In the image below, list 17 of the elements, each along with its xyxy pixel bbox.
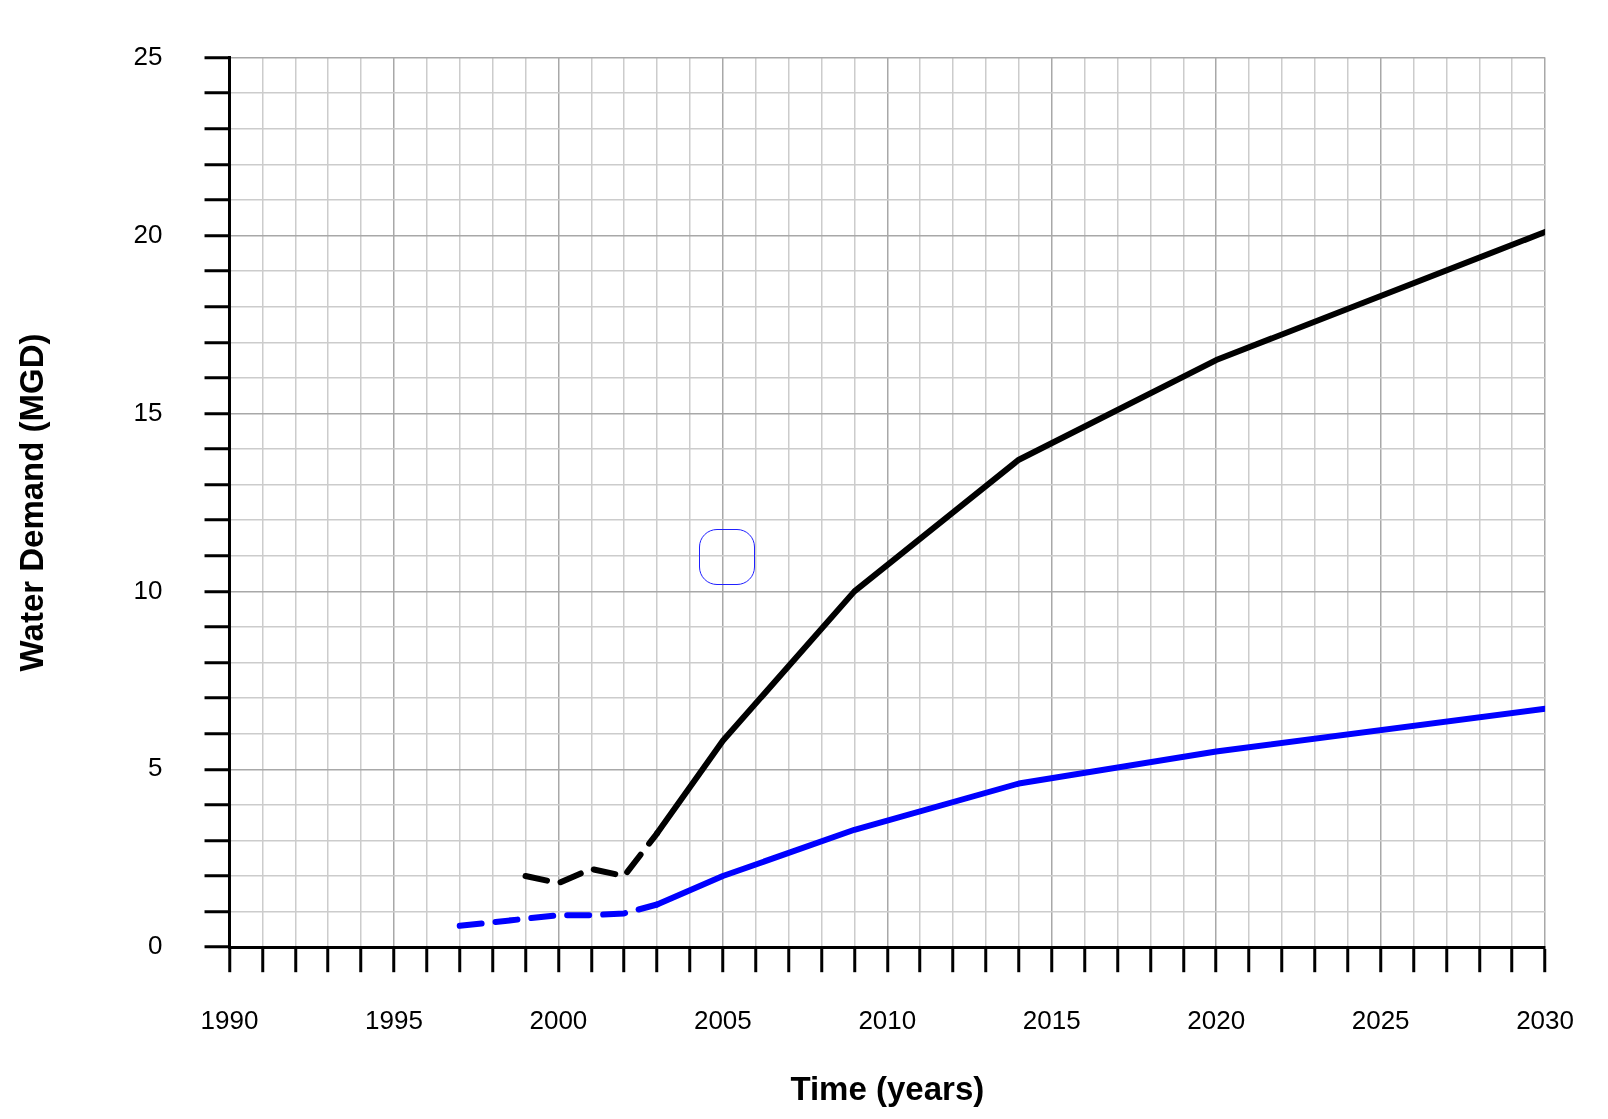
- x-tick-label: 1995: [365, 1004, 423, 1035]
- x-tick-label: 2005: [693, 1004, 752, 1035]
- x-tick-label: 2000: [529, 1004, 588, 1035]
- y-axis-title: Water Demand (MGD): [12, 333, 50, 672]
- y-tick-label: 5: [148, 752, 163, 783]
- x-tick-label: 2015: [1022, 1004, 1081, 1035]
- x-axis-title: Time (years): [790, 1070, 985, 1108]
- y-tick-label: 0: [148, 930, 163, 961]
- y-tick-label: 20: [133, 218, 163, 249]
- y-tick-label: 15: [133, 396, 163, 427]
- y-tick-label: 10: [133, 574, 163, 605]
- x-tick-label: 2025: [1351, 1004, 1410, 1035]
- x-tick-label: 2030: [1516, 1004, 1574, 1035]
- x-tick-label: 1990: [200, 1004, 259, 1035]
- x-tick-label: 2010: [858, 1004, 917, 1035]
- x-tick-label: 2020: [1187, 1004, 1246, 1035]
- y-tick-label: 25: [133, 40, 163, 71]
